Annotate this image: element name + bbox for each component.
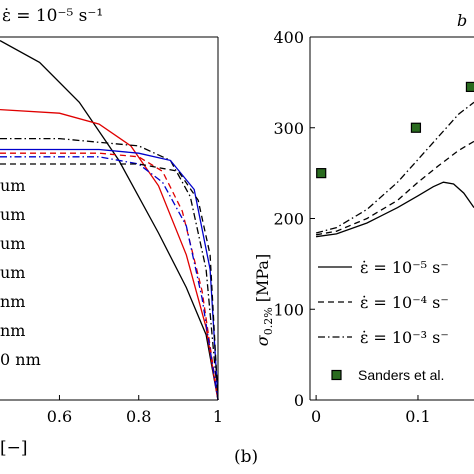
panel-a-x-ticks: 0.6 0.8 1 — [47, 395, 223, 426]
panel-a-legend-label: um — [0, 205, 25, 224]
panel-b-marker-sanders — [316, 168, 327, 179]
panel-a-legend-label: 0 nm — [0, 350, 41, 369]
panel-b-series-1 — [316, 181, 474, 238]
panel-a-legend: um um um um nm nm 0 nm — [0, 176, 41, 369]
panel-b-label: (b) — [234, 447, 258, 467]
panel-b-y-label: σ0.2% [MPa] — [253, 254, 275, 346]
panel-a-legend-label: nm — [0, 321, 25, 340]
panel-a-x-tick-label: 1 — [213, 407, 223, 426]
panel-a-series-2 — [0, 108, 219, 401]
panel-a-series-1 — [0, 40, 219, 401]
panel-a-title: ε̇ = 10⁻⁵ s⁻¹ — [2, 6, 103, 26]
panel-a-series-6 — [0, 156, 219, 401]
panel-b-y-tick-label: 200 — [273, 210, 304, 229]
panel-a-legend-label: um — [0, 176, 25, 195]
panel-b-legend-label: ε̇ = 10⁻⁵ s⁻ — [360, 258, 449, 277]
panel-b-x-tick-label: 0 — [311, 407, 321, 426]
panel-b-legend-marker — [331, 369, 342, 381]
panel-b-title-fragment: b — [457, 11, 467, 30]
panel-b-y-tick-label: 300 — [273, 119, 304, 138]
panel-a-legend-label: um — [0, 234, 25, 253]
panel-b-y-tick-label: 0 — [294, 391, 304, 410]
panel-b-y-tick-label: 400 — [273, 28, 304, 47]
panel-a-x-tick-label: 0.8 — [126, 407, 151, 426]
panel-a-series-5 — [0, 152, 219, 401]
panel-a-series — [0, 40, 219, 401]
panel-b-y-ticks: 0 100 200 300 400 — [273, 28, 315, 410]
panel-a-x-label: [−] — [0, 438, 28, 458]
panel-b-x-tick-label: 0.1 — [405, 407, 430, 426]
panel-a: 0.6 0.8 1 ε̇ = 10⁻⁵ s⁻¹ [−] um um um um nm nm 0 … — [0, 6, 223, 458]
panel-a-series-4 — [0, 148, 219, 401]
panel-b-y-tick-label: 100 — [273, 300, 304, 319]
panel-b-x-ticks: 0 0.1 — [311, 395, 431, 426]
panel-a-series-3 — [0, 137, 219, 401]
panel-b-legend-label: ε̇ = 10⁻³ s⁻ — [360, 328, 449, 347]
panel-b-legend-label: Sanders et al. — [358, 367, 444, 383]
panel-b-legend-label: ε̇ = 10⁻⁴ s⁻ — [360, 293, 449, 312]
panel-b-series-3 — [315, 101, 474, 234]
panel-a-legend-label: um — [0, 263, 25, 282]
panel-a-x-tick-label: 0.6 — [47, 407, 72, 426]
panel-b-marker-sanders — [465, 81, 474, 93]
panel-a-series-7 — [0, 163, 219, 401]
panel-b-series-2 — [315, 140, 474, 236]
panel-b-series — [315, 81, 474, 238]
panel-b-legend: ε̇ = 10⁻⁵ s⁻ ε̇ = 10⁻⁴ s⁻ ε̇ = 10⁻³ s⁻ Sand… — [318, 258, 449, 383]
panel-b-marker-sanders — [410, 122, 422, 133]
panel-a-legend-label: nm — [0, 292, 25, 311]
